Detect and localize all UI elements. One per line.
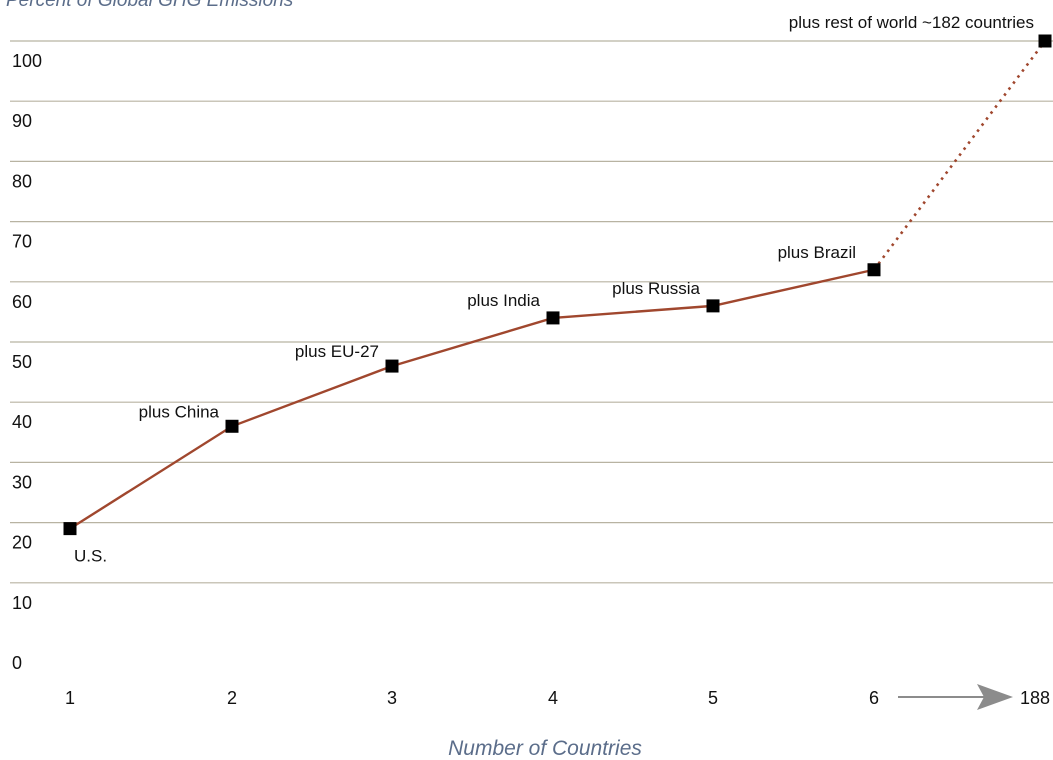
point-label: plus China [139,402,220,421]
data-points [63,34,1052,536]
y-tick-label: 100 [12,51,42,71]
x-tick-label: 5 [708,688,718,708]
data-point-marker [63,522,77,536]
y-tick-label: 70 [12,232,32,252]
data-point-marker [706,299,720,313]
data-point-marker [225,419,239,433]
y-tick-label: 80 [12,171,32,191]
y-tick-label: 40 [12,412,32,432]
y-tick-label: 0 [12,653,22,673]
y-tick-label: 10 [12,593,32,613]
data-point-marker [867,263,881,277]
x-tick-label: 6 [869,688,879,708]
series-line [69,268,875,530]
point-label: plus Brazil [778,243,856,262]
x-tick-label: 188 [1020,688,1050,708]
y-axis-label: Percent of Global GHG Emissions [6,0,294,11]
y-tick-label: 20 [12,533,32,553]
data-point-marker [385,359,399,373]
axis-break-arrow-icon [898,684,1013,710]
data-point-marker [1038,34,1052,48]
x-tick-label: 2 [227,688,237,708]
point-labels: U.S. plus China plus EU-27 plus India plus R… [74,13,1034,566]
point-label: plus India [467,291,540,310]
series-line-dotted [872,40,1047,271]
series-lines [69,40,1047,530]
point-label: plus Russia [612,279,700,298]
x-tick-label: 3 [387,688,397,708]
x-axis-ticks: 1 2 3 4 5 6 188 [65,688,1050,708]
y-tick-label: 30 [12,472,32,492]
y-tick-label: 90 [12,111,32,131]
y-tick-label: 50 [12,352,32,372]
x-tick-label: 4 [548,688,558,708]
arrow-head [977,684,1013,710]
point-label: U.S. [74,547,107,566]
y-axis-ticks: 0 10 20 30 40 50 60 70 80 90 100 [12,51,42,673]
point-label: plus rest of world ~182 countries [789,13,1034,32]
x-tick-label: 1 [65,688,75,708]
data-point-marker [546,311,560,325]
point-label: plus EU-27 [295,342,379,361]
gridlines [10,40,1053,584]
x-axis-label: Number of Countries [448,737,642,760]
y-tick-label: 60 [12,292,32,312]
